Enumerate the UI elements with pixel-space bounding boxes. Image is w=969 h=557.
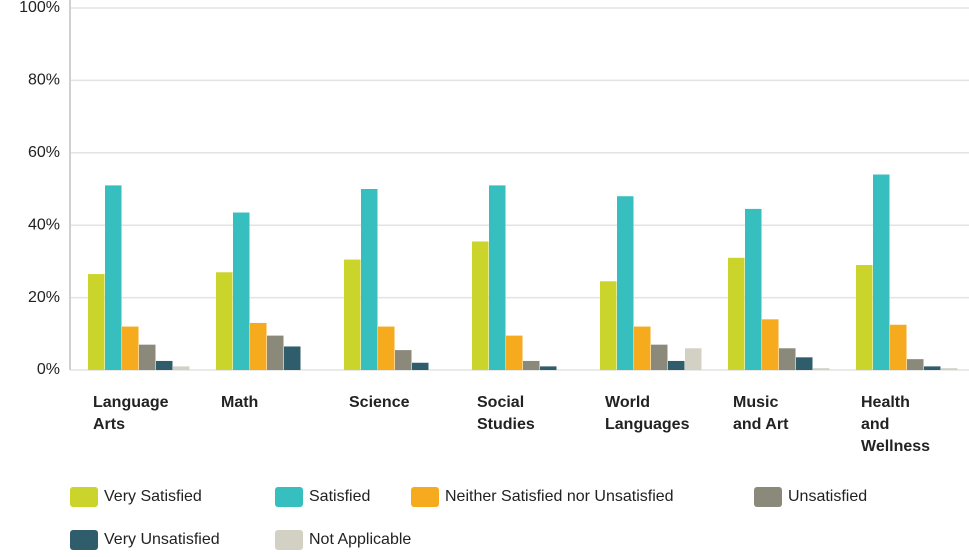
bar	[344, 259, 361, 370]
legend-item: Neither Satisfied nor Unsatisfied	[411, 487, 674, 507]
bar	[267, 335, 284, 370]
legend-swatch	[275, 487, 303, 507]
legend-item: Very Satisfied	[70, 487, 202, 507]
x-tick-label: Health and Wellness	[861, 394, 931, 455]
legend-label: Very Satisfied	[104, 488, 202, 505]
x-tick-label: Math	[221, 394, 259, 411]
legend-swatch	[70, 487, 98, 507]
legend-item: Satisfied	[275, 487, 370, 507]
x-tick-label: Language Arts	[93, 394, 169, 433]
bar	[941, 368, 958, 370]
bar	[472, 241, 489, 370]
bar	[173, 366, 190, 370]
bar	[796, 357, 813, 370]
bar	[873, 174, 890, 370]
legend-item: Unsatisfied	[754, 487, 867, 507]
y-tick-label: 0%	[37, 361, 60, 378]
bar	[779, 348, 796, 370]
bar	[284, 346, 301, 370]
bar	[813, 368, 830, 370]
plot: 0% 20% 40% 60% 80% 100%	[19, 0, 969, 378]
legend-swatch	[411, 487, 439, 507]
bar	[728, 257, 745, 370]
legend-label: Unsatisfied	[788, 488, 868, 505]
bar	[250, 322, 267, 370]
legend-swatch	[70, 530, 98, 550]
legend-item: Not Applicable	[275, 530, 411, 550]
bar	[745, 208, 762, 370]
bar	[685, 348, 702, 370]
bar	[856, 265, 873, 370]
legend-label: Not Applicable	[309, 531, 412, 548]
legend-label: Very Unsatisfied	[104, 531, 220, 548]
y-tick-label: 60%	[28, 144, 60, 161]
bar	[361, 189, 378, 370]
legend-label: Neither Satisfied nor Unsatisfied	[445, 488, 674, 505]
bar	[668, 360, 685, 370]
bar	[907, 359, 924, 370]
bar	[395, 350, 412, 370]
bar	[412, 362, 429, 370]
bar	[156, 360, 173, 370]
y-tick-label: 20%	[28, 289, 60, 306]
bar	[924, 366, 941, 370]
legend-swatch	[275, 530, 303, 550]
bar	[489, 185, 506, 370]
legend-swatch	[754, 487, 782, 507]
y-tick-label: 100%	[19, 0, 60, 16]
bar	[233, 212, 250, 370]
bar	[506, 335, 523, 370]
y-tick-label: 80%	[28, 72, 60, 89]
bar	[762, 319, 779, 370]
bar	[540, 366, 557, 370]
x-tick-label: Music and Art	[733, 394, 789, 433]
legend-label: Satisfied	[309, 488, 371, 505]
bar	[523, 360, 540, 370]
bar	[105, 185, 122, 370]
y-tick-label: 40%	[28, 216, 60, 233]
bar	[139, 344, 156, 370]
bar	[600, 281, 617, 370]
x-tick-label: Social Studies	[477, 394, 535, 433]
legend-item: Very Unsatisfied	[70, 530, 220, 550]
bar	[88, 274, 105, 370]
x-tick-label: Science	[349, 394, 410, 411]
x-tick-label: World Languages	[605, 394, 690, 433]
bar	[216, 272, 233, 370]
bar	[617, 196, 634, 370]
bar	[890, 324, 907, 370]
bar	[651, 344, 668, 370]
bar	[122, 326, 139, 370]
bar	[378, 326, 395, 370]
bar	[634, 326, 651, 370]
